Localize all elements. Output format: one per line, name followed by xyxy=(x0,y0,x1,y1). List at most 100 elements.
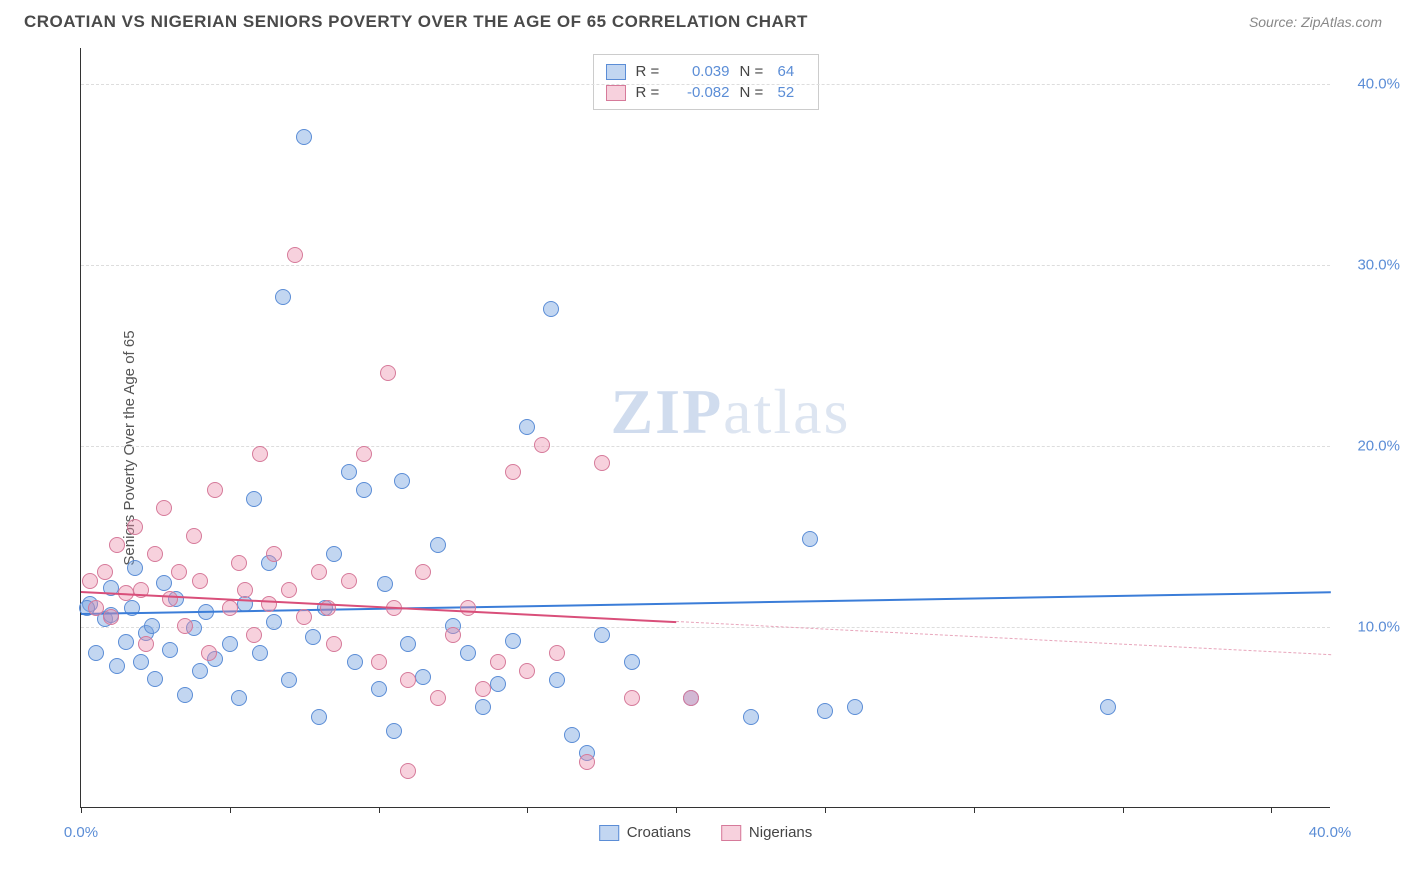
x-tick xyxy=(974,807,975,813)
data-point xyxy=(266,546,282,562)
legend-swatch-nigerians xyxy=(606,85,626,101)
data-point xyxy=(147,671,163,687)
data-point xyxy=(109,537,125,553)
data-point xyxy=(88,600,104,616)
legend-label-croatians: Croatians xyxy=(627,824,691,841)
legend-swatch-croatians xyxy=(599,825,619,841)
legend-r-value-croatians: 0.039 xyxy=(674,63,730,80)
data-point xyxy=(156,575,172,591)
legend-n-value-croatians: 64 xyxy=(778,63,806,80)
data-point xyxy=(147,546,163,562)
data-point xyxy=(138,636,154,652)
correlation-legend: R = 0.039 N = 64 R = -0.082 N = 52 xyxy=(593,54,819,110)
data-point xyxy=(543,301,559,317)
x-tick xyxy=(81,807,82,813)
data-point xyxy=(1100,699,1116,715)
data-point xyxy=(400,672,416,688)
data-point xyxy=(222,600,238,616)
data-point xyxy=(109,658,125,674)
data-point xyxy=(246,491,262,507)
data-point xyxy=(386,723,402,739)
data-point xyxy=(133,654,149,670)
data-point xyxy=(231,690,247,706)
data-point xyxy=(281,582,297,598)
data-point xyxy=(156,500,172,516)
data-point xyxy=(490,654,506,670)
gridline xyxy=(81,265,1330,266)
data-point xyxy=(118,634,134,650)
data-point xyxy=(847,699,863,715)
data-point xyxy=(252,645,268,661)
data-point xyxy=(281,672,297,688)
legend-n-label: N = xyxy=(740,63,768,80)
data-point xyxy=(380,365,396,381)
x-tick xyxy=(527,807,528,813)
data-point xyxy=(88,645,104,661)
data-point xyxy=(534,437,550,453)
data-point xyxy=(201,645,217,661)
data-point xyxy=(222,636,238,652)
data-point xyxy=(341,464,357,480)
data-point xyxy=(505,464,521,480)
data-point xyxy=(430,690,446,706)
data-point xyxy=(162,591,178,607)
watermark: ZIPatlas xyxy=(610,375,850,449)
data-point xyxy=(490,676,506,692)
data-point xyxy=(475,699,491,715)
data-point xyxy=(579,754,595,770)
chart-header: CROATIAN VS NIGERIAN SENIORS POVERTY OVE… xyxy=(0,0,1406,40)
data-point xyxy=(97,564,113,580)
data-point xyxy=(171,564,187,580)
data-point xyxy=(162,642,178,658)
x-tick-left: 0.0% xyxy=(64,824,98,841)
data-point xyxy=(341,573,357,589)
legend-label-nigerians: Nigerians xyxy=(749,824,812,841)
data-point xyxy=(261,596,277,612)
data-point xyxy=(237,582,253,598)
data-point xyxy=(624,654,640,670)
trend-line xyxy=(81,591,676,623)
data-point xyxy=(445,627,461,643)
data-point xyxy=(519,663,535,679)
data-point xyxy=(246,627,262,643)
x-tick xyxy=(230,807,231,813)
data-point xyxy=(430,537,446,553)
gridline xyxy=(81,446,1330,447)
data-point xyxy=(802,531,818,547)
chart-container: Seniors Poverty Over the Age of 65 ZIPat… xyxy=(60,48,1366,848)
data-point xyxy=(817,703,833,719)
data-point xyxy=(192,663,208,679)
data-point xyxy=(394,473,410,489)
plot-area: ZIPatlas R = 0.039 N = 64 R = -0.082 N =… xyxy=(80,48,1330,808)
data-point xyxy=(371,681,387,697)
watermark-zip: ZIP xyxy=(610,376,723,447)
watermark-atlas: atlas xyxy=(723,376,850,447)
data-point xyxy=(415,669,431,685)
x-tick xyxy=(1271,807,1272,813)
data-point xyxy=(594,627,610,643)
data-point xyxy=(400,763,416,779)
data-point xyxy=(252,446,268,462)
data-point xyxy=(207,482,223,498)
data-point xyxy=(231,555,247,571)
data-point xyxy=(415,564,431,580)
data-point xyxy=(475,681,491,697)
data-point xyxy=(275,289,291,305)
legend-row-croatians: R = 0.039 N = 64 xyxy=(606,61,806,82)
data-point xyxy=(326,636,342,652)
y-tick-label: 30.0% xyxy=(1357,257,1400,274)
data-point xyxy=(296,609,312,625)
legend-r-label: R = xyxy=(636,84,664,101)
chart-title: CROATIAN VS NIGERIAN SENIORS POVERTY OVE… xyxy=(24,12,808,32)
source-attribution: Source: ZipAtlas.com xyxy=(1249,14,1382,30)
data-point xyxy=(549,645,565,661)
data-point xyxy=(519,419,535,435)
legend-n-value-nigerians: 52 xyxy=(778,84,806,101)
data-point xyxy=(505,633,521,649)
data-point xyxy=(356,446,372,462)
data-point xyxy=(356,482,372,498)
legend-swatch-nigerians xyxy=(721,825,741,841)
data-point xyxy=(743,709,759,725)
data-point xyxy=(683,690,699,706)
data-point xyxy=(177,618,193,634)
